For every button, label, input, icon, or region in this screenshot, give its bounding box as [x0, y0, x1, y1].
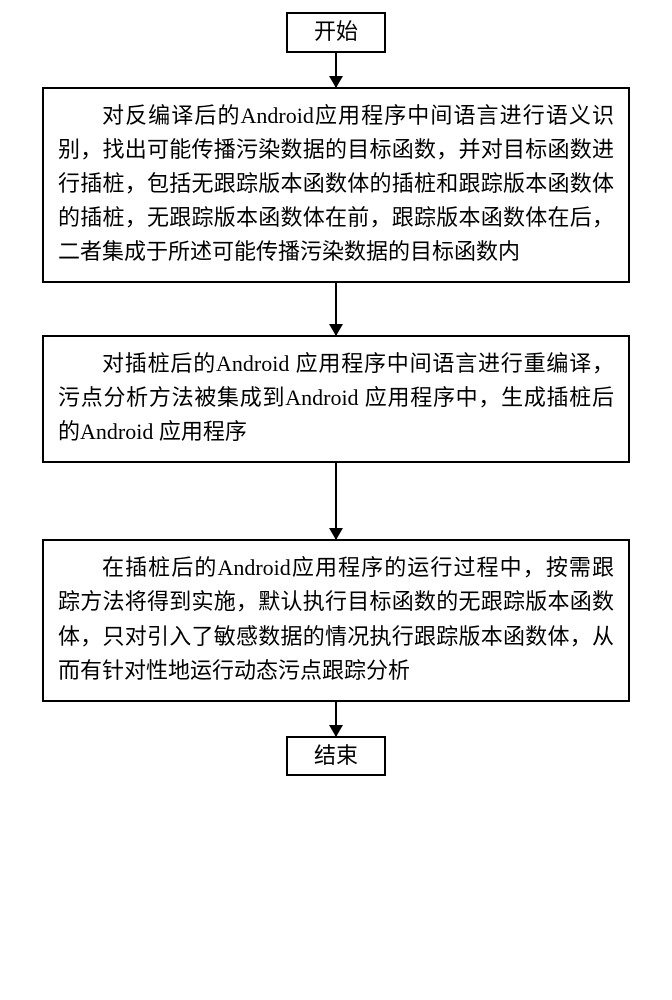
end-label: 结束	[314, 743, 358, 768]
step3-text: 在插桩后的Android应用程序的运行过程中，按需跟踪方法将得到实施，默认执行目…	[58, 555, 614, 682]
step1-text: 对反编译后的Android应用程序中间语言进行语义识别，找出可能传播污染数据的目…	[58, 103, 614, 264]
process-step1: 对反编译后的Android应用程序中间语言进行语义识别，找出可能传播污染数据的目…	[42, 87, 630, 283]
arrow-step2-step3	[335, 463, 337, 539]
start-terminal: 开始	[286, 12, 386, 53]
arrow-step1-step2	[335, 283, 337, 335]
step2-text: 对插桩后的Android 应用程序中间语言进行重编译，污点分析方法被集成到And…	[58, 351, 614, 444]
end-terminal: 结束	[286, 736, 386, 777]
start-label: 开始	[314, 19, 358, 44]
process-step2: 对插桩后的Android 应用程序中间语言进行重编译，污点分析方法被集成到And…	[42, 335, 630, 463]
process-step3: 在插桩后的Android应用程序的运行过程中，按需跟踪方法将得到实施，默认执行目…	[42, 539, 630, 701]
flowchart-container: 开始 对反编译后的Android应用程序中间语言进行语义识别，找出可能传播污染数…	[0, 0, 672, 776]
arrow-step3-end	[335, 702, 337, 736]
arrow-start-step1	[335, 53, 337, 87]
